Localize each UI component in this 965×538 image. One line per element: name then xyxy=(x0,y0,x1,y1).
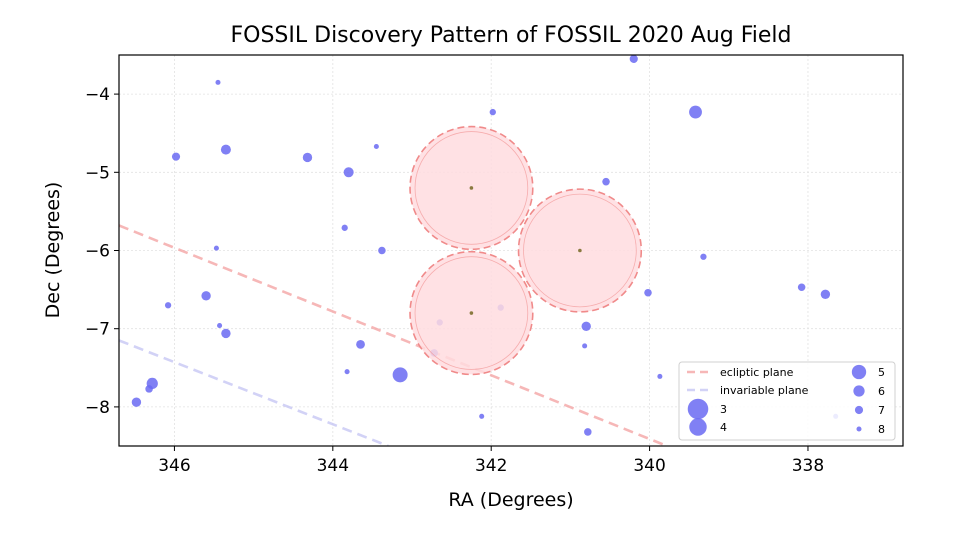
object-point xyxy=(629,55,638,63)
field-center xyxy=(578,248,582,253)
legend-size-marker xyxy=(854,405,864,415)
object-point xyxy=(479,413,485,419)
object-point xyxy=(373,143,379,150)
legend-size-label: 5 xyxy=(878,366,885,379)
object-point xyxy=(131,397,142,407)
object-point xyxy=(689,105,702,119)
object-point xyxy=(489,108,496,116)
x-tick-label: 340 xyxy=(633,456,665,476)
object-point xyxy=(302,152,313,163)
object-point xyxy=(201,291,211,301)
field-center xyxy=(469,311,474,315)
field-circles xyxy=(409,125,643,376)
legend: ecliptic plane invariable plane 3 4 5 6 7 8 xyxy=(678,361,896,441)
field-inner-ring xyxy=(523,193,637,308)
legend-size-label: 3 xyxy=(720,403,727,416)
legend-size-label: 4 xyxy=(720,421,727,434)
object-point xyxy=(356,339,365,349)
object-point xyxy=(657,373,663,379)
object-point xyxy=(581,321,591,332)
legend-box xyxy=(678,361,896,441)
chart-title: FOSSIL Discovery Pattern of FOSSIL 2020 … xyxy=(230,23,791,48)
x-tick-label: 344 xyxy=(317,456,349,476)
legend-size-marker xyxy=(689,418,707,436)
object-point xyxy=(217,323,223,329)
object-point xyxy=(220,144,231,155)
legend-size-marker xyxy=(856,426,862,432)
y-axis-ticks: −4 −5 −6 −7 −8 xyxy=(85,85,119,418)
field-inner-ring xyxy=(414,131,529,245)
object-point xyxy=(644,288,652,297)
object-point xyxy=(797,283,806,292)
object-point xyxy=(221,328,231,339)
object-points xyxy=(131,55,839,436)
legend-line-label: invariable plane xyxy=(720,384,809,397)
object-point xyxy=(171,152,181,161)
field-center xyxy=(469,186,474,190)
y-tick-label: −7 xyxy=(85,320,110,340)
legend-size-marker xyxy=(851,364,867,380)
object-point xyxy=(700,253,707,260)
object-point xyxy=(164,302,172,309)
legend-size-label: 8 xyxy=(878,423,885,436)
x-tick-label: 338 xyxy=(792,456,824,476)
y-tick-label: −8 xyxy=(85,398,110,418)
y-tick-label: −4 xyxy=(85,85,110,105)
legend-size-marker xyxy=(853,385,865,397)
object-point xyxy=(215,79,221,85)
y-tick-label: −6 xyxy=(85,242,110,262)
x-tick-label: 342 xyxy=(475,456,507,476)
legend-size-label: 6 xyxy=(878,385,885,398)
object-point xyxy=(584,428,592,436)
object-point xyxy=(392,367,408,383)
object-point xyxy=(378,246,386,255)
plane-lines xyxy=(119,224,668,446)
object-point xyxy=(582,343,588,349)
y-tick-label: −5 xyxy=(85,163,110,183)
object-point xyxy=(820,289,831,299)
ecliptic-plane-line xyxy=(119,224,668,446)
invariable-plane-line xyxy=(119,339,389,446)
legend-size-marker xyxy=(687,398,709,420)
object-point xyxy=(344,369,350,375)
y-axis-label: Dec (Degrees) xyxy=(42,182,64,319)
x-tick-label: 346 xyxy=(158,456,190,476)
legend-size-label: 7 xyxy=(878,404,885,417)
legend-line-label: ecliptic plane xyxy=(720,366,794,379)
object-point xyxy=(213,245,219,251)
object-point xyxy=(145,385,153,393)
x-axis-label: RA (Degrees) xyxy=(448,489,573,511)
x-axis-ticks: 346 344 342 340 338 xyxy=(158,446,824,476)
field-inner-ring xyxy=(414,256,529,370)
object-point xyxy=(343,167,354,178)
object-point xyxy=(602,177,610,186)
object-point xyxy=(341,224,348,231)
